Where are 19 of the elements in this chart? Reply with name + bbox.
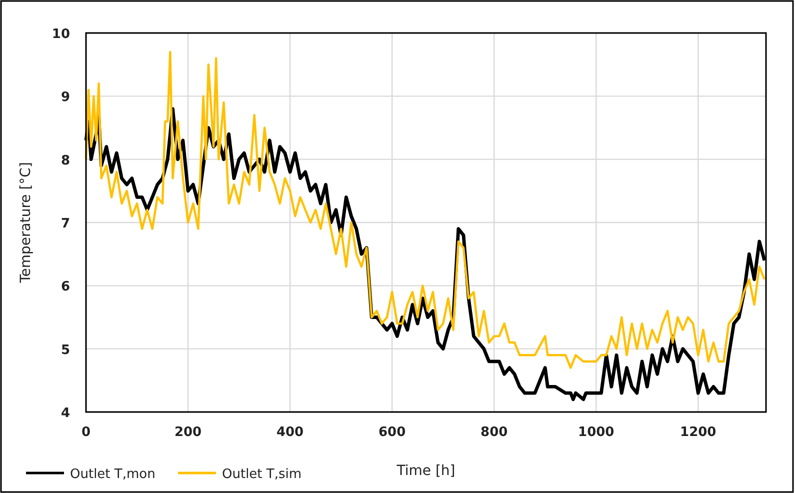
x-tick-label: 400 bbox=[276, 425, 304, 440]
y-tick-label: 10 bbox=[52, 27, 70, 42]
legend-label: Outlet T,mon bbox=[70, 467, 156, 482]
x-tick-label: 1200 bbox=[680, 425, 716, 440]
legend-label: Outlet T,sim bbox=[222, 467, 302, 482]
x-tick-label: 600 bbox=[378, 425, 406, 440]
y-tick-label: 5 bbox=[60, 342, 70, 358]
y-tick-label: 6 bbox=[60, 280, 70, 295]
x-tick-label: 800 bbox=[480, 425, 508, 440]
y-tick-label: 7 bbox=[60, 216, 70, 232]
y-tick-label: 8 bbox=[60, 153, 70, 168]
y-tick-label: 9 bbox=[60, 90, 70, 106]
y-axis-title: Temperature [°C] bbox=[18, 162, 34, 284]
x-tick-label: 200 bbox=[174, 425, 202, 440]
x-tick-label: 0 bbox=[81, 425, 91, 440]
y-tick-label: 4 bbox=[60, 406, 70, 421]
x-axis-title: Time [h] bbox=[396, 463, 456, 479]
line-series bbox=[84, 50, 766, 369]
x-tick-label: 1000 bbox=[578, 425, 614, 440]
